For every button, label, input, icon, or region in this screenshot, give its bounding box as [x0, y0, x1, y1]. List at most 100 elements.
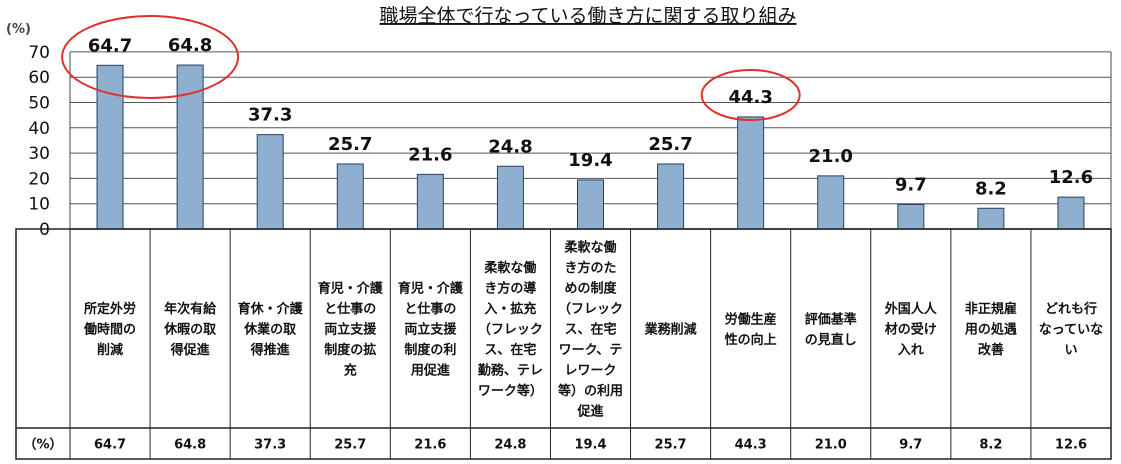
category-label: 充	[344, 363, 357, 379]
bar	[577, 179, 604, 230]
highlight-ellipse	[700, 69, 801, 121]
category-label: 制度の利	[404, 342, 456, 358]
category-label: なっていな	[1039, 323, 1103, 338]
y-axis-unit: (%)	[6, 22, 31, 37]
category-label: 得促進	[170, 342, 210, 358]
y-tick-label: 20	[28, 169, 50, 189]
category-label: 両立支援	[324, 322, 377, 338]
data-label: 9.7	[895, 174, 927, 195]
category-label: い	[1064, 343, 1077, 358]
data-label: 25.7	[648, 134, 692, 155]
bar	[737, 116, 765, 230]
category-label: 用の処遇	[964, 322, 1017, 338]
y-tick-label: 0	[39, 220, 50, 240]
category-label: （フレック	[558, 301, 623, 317]
table-value: 21.0	[815, 438, 847, 453]
category-label: 育休・介護	[238, 301, 304, 317]
table-value: 21.6	[414, 438, 446, 453]
data-label: 8.2	[975, 178, 1007, 199]
category-label: 材の受け	[885, 322, 937, 338]
bar	[416, 173, 444, 230]
category-label: 育児・介護	[318, 281, 384, 297]
bar	[977, 207, 1005, 230]
bar	[96, 64, 124, 230]
category-label: レワーク	[564, 364, 616, 379]
data-label: 64.7	[88, 35, 132, 56]
category-label: 労働生産	[725, 311, 777, 327]
category-label: ワーク、テ	[559, 343, 623, 358]
data-label: 21.6	[408, 144, 452, 165]
category-label: 柔軟な働	[483, 260, 536, 276]
table-value: 19.4	[574, 438, 606, 453]
table-value: 64.8	[174, 438, 206, 453]
category-label: ワーク等）	[478, 383, 543, 399]
y-tick-label: 60	[28, 68, 50, 88]
category-label: 等）の利用	[557, 383, 623, 399]
category-label: 非正規雇	[965, 301, 1017, 317]
data-label: 44.3	[728, 87, 772, 108]
category-label: （フレック	[478, 322, 543, 338]
bar	[176, 64, 204, 230]
category-label: 評価基準	[805, 311, 857, 327]
category-label: 柔軟な働	[563, 240, 616, 256]
data-label: 19.4	[568, 150, 612, 171]
y-tick-label: 50	[28, 94, 50, 114]
data-labels: 64.7 64.8 37.3 25.7 21.6 24.8 19.4 25.7 44.3 21.0…	[88, 35, 1093, 199]
category-label: 外国人人	[884, 301, 938, 317]
table-value: 64.7	[94, 438, 126, 453]
category-label: 年次有給	[164, 301, 217, 317]
bar	[1057, 196, 1085, 230]
category-label: 働時間の	[83, 322, 136, 338]
bar	[336, 163, 364, 230]
category-label: ス、在宅	[484, 342, 536, 358]
y-tick-label: 30	[28, 144, 50, 164]
chart-title: 職場全体で行なっている働き方に関する取り組み	[379, 5, 796, 27]
category-label: 得推進	[250, 342, 290, 358]
bar	[657, 163, 685, 230]
category-label: と仕事の	[324, 301, 376, 317]
category-label: 用促進	[410, 363, 450, 379]
table-value: 25.7	[334, 438, 366, 453]
category-label: 入・拡充	[484, 301, 536, 317]
data-label: 25.7	[328, 134, 372, 155]
table-value: 37.3	[254, 438, 286, 453]
y-axis-ticks: 0 10 20 30 40 50 60 70	[28, 43, 50, 240]
category-label: 所定外労	[84, 301, 136, 317]
category-label: 業務削減	[644, 322, 697, 338]
data-label: 12.6	[1049, 167, 1093, 188]
table-value: 9.7	[899, 438, 922, 453]
data-label: 64.8	[168, 35, 212, 56]
category-label: ス、在宅	[564, 322, 616, 338]
category-label: 改善	[978, 342, 1004, 358]
bar	[897, 203, 925, 230]
category-label: き方の導	[484, 281, 536, 297]
table-value: 44.3	[735, 438, 767, 453]
category-label: 勤務、テレ	[478, 363, 543, 379]
table-value: 8.2	[979, 438, 1002, 453]
table-row-label: （%）	[23, 437, 62, 453]
category-label: 入れ	[898, 343, 924, 358]
bar	[496, 165, 524, 230]
category-label: めの制度	[564, 281, 617, 297]
data-label: 37.3	[248, 105, 292, 126]
highlight-ellipse	[61, 15, 240, 99]
category-label: どれも行	[1045, 301, 1097, 317]
bar	[256, 134, 284, 230]
category-label: 削減	[97, 342, 123, 358]
category-label: 両立支援	[404, 322, 457, 338]
category-label: 促進	[576, 404, 603, 420]
highlight-ellipses	[61, 15, 801, 121]
category-label: 休暇の取	[163, 322, 217, 338]
category-label: 休業の取	[243, 322, 297, 338]
y-tick-label: 10	[28, 195, 50, 215]
table-value: 12.6	[1055, 438, 1087, 453]
data-label: 24.8	[488, 136, 532, 157]
y-tick-label: 70	[28, 43, 50, 63]
category-label: 制度の拡	[324, 342, 376, 358]
data-label: 21.0	[809, 146, 853, 167]
category-label: 育児・介護	[398, 281, 464, 297]
category-label: と仕事の	[404, 301, 456, 317]
table-border	[15, 228, 1112, 460]
